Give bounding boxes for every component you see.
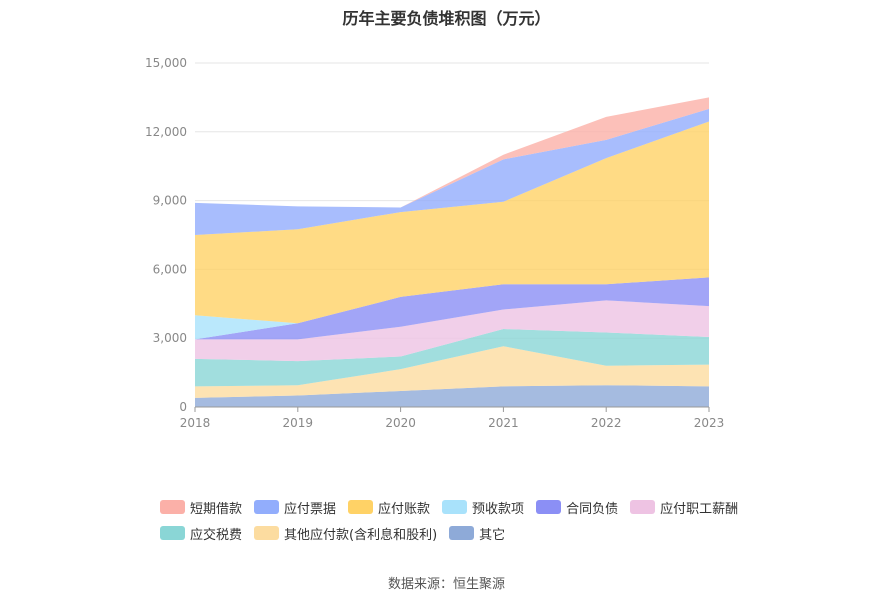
y-tick-label: 12,000	[145, 125, 187, 139]
y-tick-label: 3,000	[153, 331, 187, 345]
y-tick-label: 0	[179, 400, 187, 414]
legend-item[interactable]: 应交税费	[160, 524, 242, 543]
area-series	[195, 385, 709, 407]
legend-item[interactable]: 其它	[449, 524, 505, 543]
x-tick-label: 2022	[591, 416, 622, 430]
legend-label: 其他应付款(含利息和股利)	[284, 527, 438, 543]
x-tick-label: 2023	[694, 416, 725, 430]
legend-label: 短期借款	[190, 501, 243, 517]
area-series	[195, 97, 709, 208]
legend-swatch	[348, 500, 374, 514]
legend-label: 其它	[479, 527, 506, 543]
x-tick-label: 2020	[385, 416, 416, 430]
legend-item[interactable]: 合同负债	[536, 498, 618, 517]
legend-swatch	[536, 500, 562, 514]
y-tick-label: 9,000	[153, 194, 187, 208]
legend-swatch	[630, 500, 656, 514]
y-tick-label: 15,000	[145, 56, 187, 70]
area-series	[195, 277, 709, 340]
y-tick-label: 6,000	[153, 262, 187, 276]
legend-row: 短期借款 应付票据 应付账款 预收款项 合同负债 应付职工薪酬	[160, 494, 760, 520]
x-tick-label: 2018	[180, 416, 211, 430]
legend-label: 应交税费	[190, 527, 243, 543]
legend-item[interactable]: 应付账款	[348, 498, 430, 517]
legend-swatch	[449, 526, 475, 540]
legend-row: 应交税费 其他应付款(含利息和股利) 其它	[160, 520, 760, 546]
area-series	[195, 121, 709, 324]
legend-label: 预收款项	[472, 501, 525, 517]
legend-label: 合同负债	[566, 501, 619, 517]
legend-label: 应付职工薪酬	[660, 501, 739, 517]
legend-label: 应付票据	[284, 501, 337, 517]
area-series	[195, 346, 709, 398]
legend-swatch	[160, 526, 185, 540]
legend-item[interactable]: 应付票据	[254, 498, 336, 517]
legend-label: 应付账款	[378, 501, 431, 517]
legend-swatch	[254, 500, 280, 514]
area-series	[195, 108, 709, 235]
legend-swatch	[254, 526, 280, 540]
legend-item[interactable]: 预收款项	[442, 498, 524, 517]
legend-swatch	[160, 500, 185, 514]
legend-item[interactable]: 其他应付款(含利息和股利)	[254, 524, 437, 543]
chart-title: 历年主要负债堆积图（万元）	[342, 9, 551, 28]
area-series	[195, 329, 709, 387]
area-series	[195, 300, 709, 362]
legend-swatch	[442, 500, 468, 514]
x-tick-label: 2019	[283, 416, 314, 430]
data-source: 数据来源：恒生聚源	[387, 577, 505, 592]
x-tick-label: 2021	[488, 416, 519, 430]
legend-item[interactable]: 短期借款	[160, 498, 242, 517]
legend-item[interactable]: 应付职工薪酬	[630, 498, 738, 517]
legend: 短期借款 应付票据 应付账款 预收款项 合同负债 应付职工薪酬应交税费 其他应付款(含利息和…	[160, 494, 760, 546]
